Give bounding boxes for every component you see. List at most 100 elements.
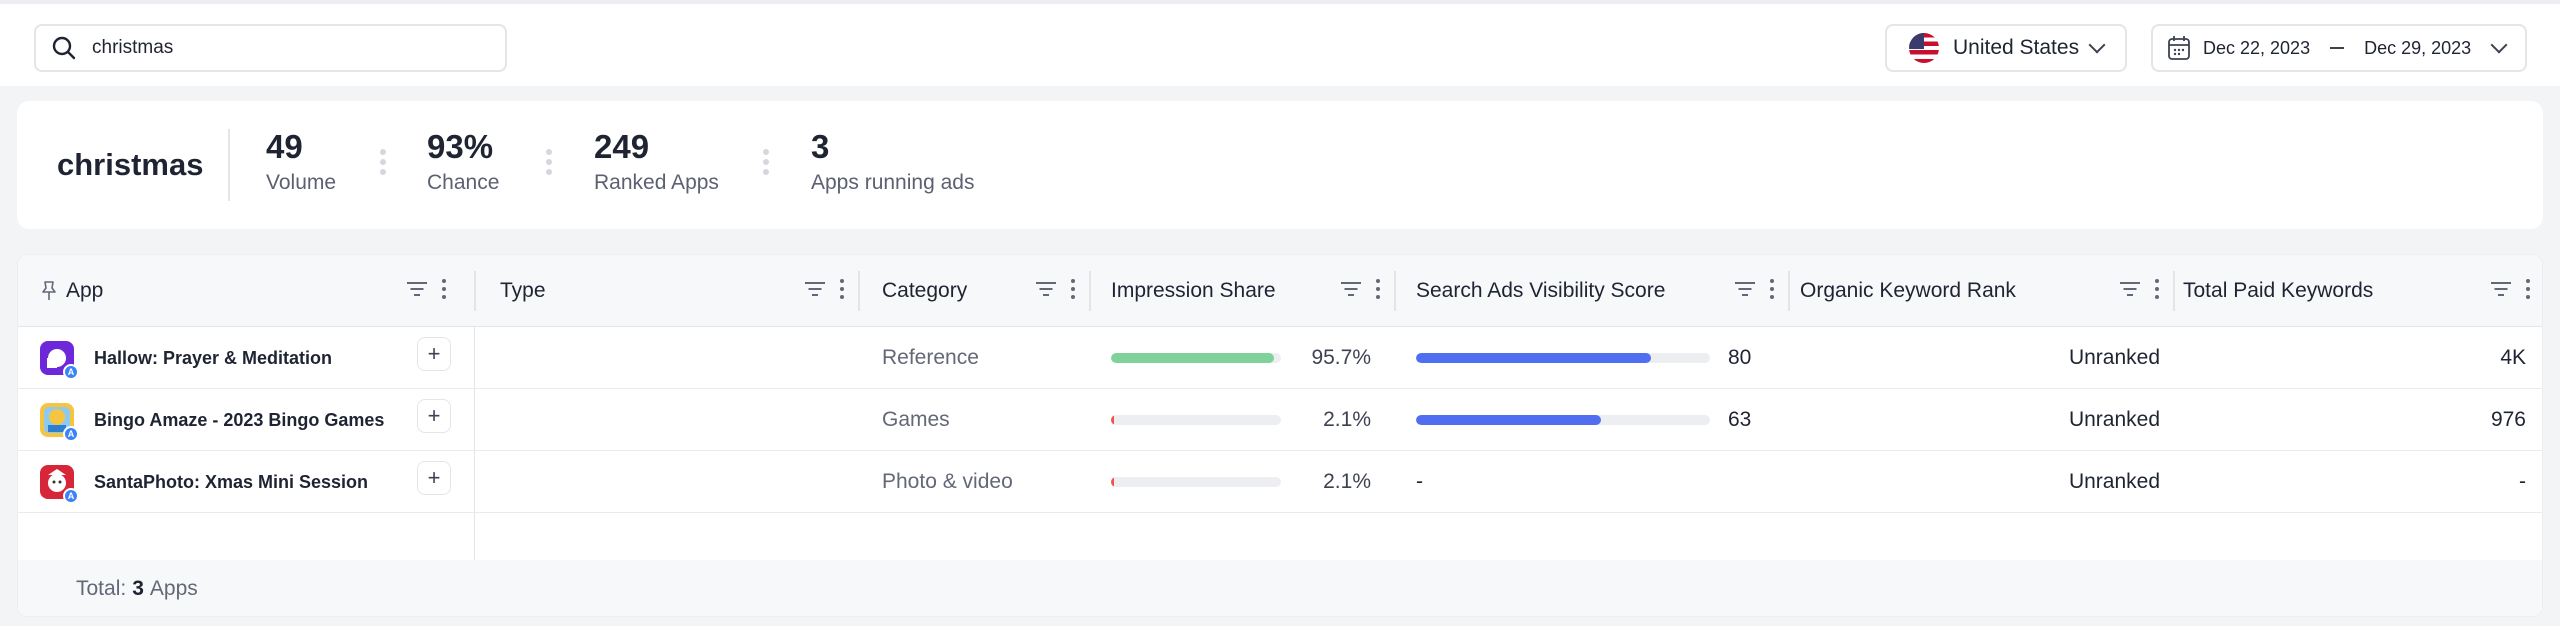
- table-row[interactable]: A SantaPhoto: Xmas Mini Session + Photo …: [18, 451, 2542, 513]
- app-cell[interactable]: A SantaPhoto: Xmas Mini Session: [40, 451, 368, 513]
- column-header-total-paid-keywords[interactable]: Total Paid Keywords: [2175, 255, 2542, 327]
- category-label: Games: [882, 408, 950, 431]
- visibility-score-cell: 63: [1416, 389, 1751, 451]
- more-options-icon[interactable]: [1071, 279, 1075, 299]
- organic-rank-value: Unranked: [2068, 470, 2160, 493]
- keyword-title: christmas: [57, 147, 204, 182]
- stat-label: Chance: [427, 171, 500, 194]
- impression-share-value: 95.7%: [1311, 346, 1371, 369]
- add-app-button[interactable]: +: [417, 461, 451, 495]
- category-cell: Photo & video: [882, 451, 1013, 513]
- column-label: Organic Keyword Rank: [1800, 279, 2016, 302]
- apps-table: App Type Category Impre: [17, 254, 2543, 617]
- filter-icon[interactable]: [1035, 279, 1057, 299]
- column-divider[interactable]: [2173, 271, 2175, 311]
- end-date[interactable]: Dec 29, 2023: [2364, 37, 2472, 58]
- impression-share-bar: [1111, 415, 1281, 425]
- column-header-type[interactable]: Type: [476, 255, 858, 327]
- category-label: Photo & video: [882, 470, 1013, 493]
- visibility-score-value: -: [1416, 470, 1423, 493]
- start-date[interactable]: Dec 22, 2023: [2203, 37, 2311, 58]
- filter-icon[interactable]: [406, 279, 428, 299]
- stat-label: Apps running ads: [811, 171, 975, 194]
- app-icon: A: [40, 403, 79, 442]
- country-selector[interactable]: United States: [1885, 24, 2127, 72]
- plus-icon: +: [427, 465, 441, 490]
- column-divider[interactable]: [1788, 271, 1790, 311]
- filter-icon[interactable]: [1734, 279, 1756, 299]
- table-header: App Type Category Impre: [18, 255, 2542, 327]
- column-divider[interactable]: [858, 271, 860, 311]
- filter-icon[interactable]: [2119, 279, 2141, 299]
- country-label: United States: [1953, 36, 2080, 59]
- total-paid-keywords-value: 4K: [2500, 346, 2526, 369]
- impression-share-value: 2.1%: [1323, 408, 1371, 431]
- filter-icon[interactable]: [2490, 279, 2512, 299]
- stat-value: 49: [266, 128, 303, 165]
- more-options-icon[interactable]: [840, 279, 844, 299]
- date-range-picker[interactable]: Dec 22, 2023 Dec 29, 2023: [2151, 24, 2527, 72]
- plus-icon: +: [427, 341, 441, 366]
- table-row[interactable]: A Bingo Amaze - 2023 Bingo Games + Games…: [18, 389, 2542, 451]
- impression-share-cell: 2.1%: [1111, 389, 1371, 451]
- stat-ranked-apps: 249 Ranked Apps: [594, 129, 719, 195]
- column-divider[interactable]: [1394, 271, 1396, 311]
- search-input[interactable]: [92, 37, 492, 59]
- more-options-icon[interactable]: [1376, 279, 1380, 299]
- stat-value: 3: [811, 128, 830, 165]
- organic-rank-cell: Unranked: [2040, 451, 2160, 513]
- search-icon: [50, 34, 78, 62]
- filter-icon[interactable]: [1340, 279, 1362, 299]
- drag-handle-icon: [546, 149, 552, 179]
- column-label: App: [66, 279, 104, 302]
- column-label: Impression Share: [1111, 279, 1276, 302]
- visibility-score-fill: [1416, 353, 1652, 363]
- column-header-app[interactable]: App: [18, 255, 474, 327]
- drag-handle-icon: [763, 149, 769, 179]
- total-paid-keywords-value: 976: [2490, 408, 2526, 431]
- column-header-category[interactable]: Category: [860, 255, 1089, 327]
- category-label: Reference: [882, 346, 979, 369]
- impression-share-value: 2.1%: [1323, 470, 1371, 493]
- visibility-score-value: 63: [1728, 408, 1752, 431]
- stat-label: Ranked Apps: [594, 171, 719, 194]
- drag-handle-icon: [380, 149, 386, 179]
- stat-label: Volume: [266, 171, 337, 194]
- more-options-icon[interactable]: [2526, 279, 2530, 299]
- filter-icon[interactable]: [804, 279, 826, 299]
- chevron-down-icon: [2490, 36, 2508, 54]
- app-name[interactable]: Hallow: Prayer & Meditation: [94, 347, 333, 368]
- search-box[interactable]: [34, 24, 507, 72]
- app-column-border: [474, 327, 475, 560]
- organic-rank-cell: Unranked: [2040, 389, 2160, 451]
- table-footer: Total: 3 Apps: [18, 560, 2542, 616]
- column-header-organic-rank[interactable]: Organic Keyword Rank: [1790, 255, 2173, 327]
- impression-share-cell: 2.1%: [1111, 451, 1371, 513]
- impression-share-cell: 95.7%: [1111, 327, 1371, 389]
- total-paid-keywords-value: -: [2519, 470, 2526, 493]
- column-label: Type: [500, 279, 546, 302]
- column-header-impression-share[interactable]: Impression Share: [1091, 255, 1394, 327]
- add-app-button[interactable]: +: [417, 399, 451, 433]
- visibility-score-fill: [1416, 415, 1602, 425]
- add-app-button[interactable]: +: [417, 337, 451, 371]
- app-cell[interactable]: A Bingo Amaze - 2023 Bingo Games: [40, 389, 384, 451]
- more-options-icon[interactable]: [1770, 279, 1774, 299]
- app-name[interactable]: SantaPhoto: Xmas Mini Session: [94, 471, 369, 492]
- app-cell[interactable]: A Hallow: Prayer & Meditation: [40, 327, 332, 389]
- column-header-visibility-score[interactable]: Search Ads Visibility Score: [1396, 255, 1788, 327]
- app-store-icon: A: [63, 364, 79, 380]
- stat-chance: 93% Chance: [427, 129, 499, 195]
- calendar-icon: [2167, 35, 2191, 61]
- app-name[interactable]: Bingo Amaze - 2023 Bingo Games: [94, 409, 385, 430]
- table-row[interactable]: A Hallow: Prayer & Meditation + Referenc…: [18, 327, 2542, 389]
- column-divider[interactable]: [474, 271, 476, 311]
- app-icon: A: [40, 341, 79, 380]
- plus-icon: +: [427, 403, 441, 428]
- column-divider[interactable]: [1089, 271, 1091, 311]
- more-options-icon[interactable]: [2155, 279, 2159, 299]
- visibility-score-bar: [1416, 415, 1710, 425]
- pin-icon[interactable]: [40, 280, 58, 302]
- organic-rank-value: Unranked: [2068, 346, 2160, 369]
- more-options-icon[interactable]: [442, 279, 446, 299]
